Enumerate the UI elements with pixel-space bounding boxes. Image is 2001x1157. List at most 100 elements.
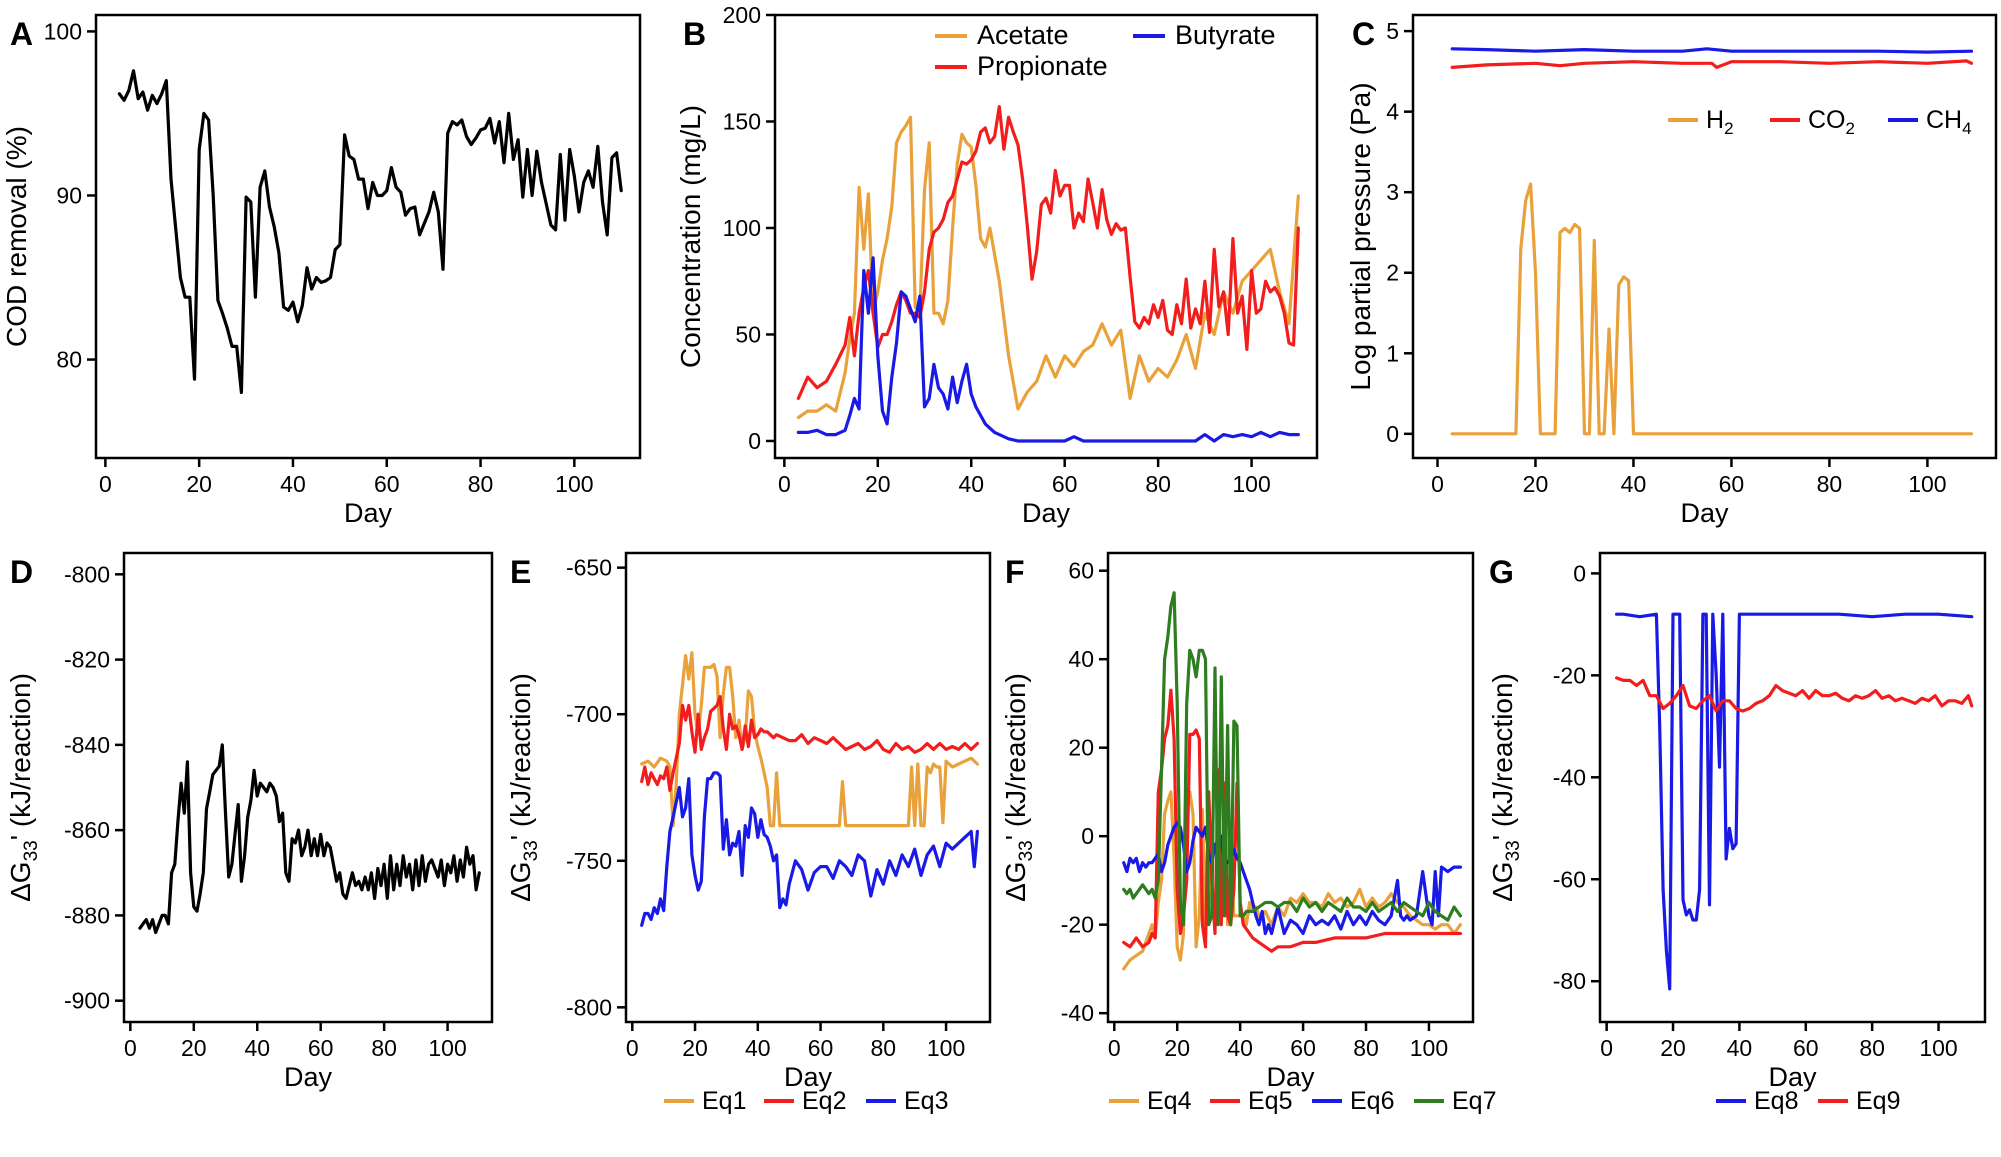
x-tick-label: 60 <box>1793 1035 1819 1061</box>
x-tick-label: 20 <box>682 1035 708 1061</box>
x-tick-label: 0 <box>124 1035 137 1061</box>
legend-label: Butyrate <box>1175 20 1276 50</box>
series-group <box>1450 47 1974 436</box>
x-tick-label: 0 <box>1431 471 1444 497</box>
x-tick-label: 40 <box>244 1035 270 1061</box>
legend-label: CH4 <box>1926 106 1972 138</box>
series-line--g33- <box>138 743 481 935</box>
panel-letter: B <box>683 16 706 52</box>
x-tick-label: 100 <box>1410 1035 1448 1061</box>
panel-letter: F <box>1005 554 1025 590</box>
x-tick-label: 80 <box>871 1035 897 1061</box>
y-tick-label: -20 <box>1553 662 1586 688</box>
series-group <box>796 104 1300 443</box>
series-line-eq2 <box>640 694 980 793</box>
y-tick-label: 3 <box>1386 179 1399 205</box>
y-tick-label: 200 <box>723 2 761 28</box>
x-tick-label: 100 <box>1908 471 1946 497</box>
y-axis-label: ΔG33' (kJ/reaction) <box>1000 673 1037 902</box>
y-tick-label: 50 <box>735 321 761 347</box>
x-tick-label: 80 <box>371 1035 397 1061</box>
legend-label: Eq8 <box>1754 1087 1798 1115</box>
y-tick-label: 90 <box>56 182 82 208</box>
x-tick-label: 100 <box>555 471 593 497</box>
y-tick-label: -880 <box>64 902 110 928</box>
legend-label: Eq9 <box>1856 1087 1900 1115</box>
x-tick-label: 60 <box>374 471 400 497</box>
y-tick-label: 100 <box>723 215 761 241</box>
x-tick-label: 20 <box>1164 1035 1190 1061</box>
series-line-butyrate <box>796 256 1300 443</box>
series-group <box>117 69 623 394</box>
x-tick-label: 40 <box>280 471 306 497</box>
x-tick-label: 20 <box>1523 471 1549 497</box>
x-tick-label: 40 <box>745 1035 771 1061</box>
y-tick-label: 4 <box>1386 99 1399 125</box>
x-axis-label: Day <box>344 498 393 528</box>
y-tick-label: 5 <box>1386 18 1399 44</box>
x-axis-label: Day <box>784 1062 833 1092</box>
x-tick-label: 80 <box>1145 471 1171 497</box>
axes-frame <box>773 13 1319 460</box>
panel-letter: A <box>10 16 33 52</box>
series-line-eq3 <box>640 771 980 927</box>
series-group <box>138 743 481 935</box>
panel-b: B 0 20 40 60 80 100 0 50 100 150 200 Day Concentratio… <box>675 2 1319 528</box>
legend-label: Eq6 <box>1350 1087 1394 1115</box>
x-axis-label: Day <box>1022 498 1071 528</box>
x-tick-label: 60 <box>1719 471 1745 497</box>
panel-g: G 0 20 40 60 80 100 -80 -60 -40 -20 0 Day ΔG33' (kJ/r… <box>1487 551 1987 1092</box>
x-tick-label: 0 <box>626 1035 639 1061</box>
y-tick-label: -650 <box>566 555 612 581</box>
x-tick-label: 40 <box>1727 1035 1753 1061</box>
y-tick-label: 0 <box>1081 823 1094 849</box>
x-tick-label: 80 <box>1817 471 1843 497</box>
y-tick-label: -40 <box>1061 1000 1094 1026</box>
x-tick-label: 20 <box>1660 1035 1686 1061</box>
panel-a: A 0 20 40 60 80 100 80 90 100 Day COD removal (%) <box>1 13 642 528</box>
y-tick-label: 40 <box>1068 646 1094 672</box>
series-line-cod-removal <box>117 69 623 394</box>
series-group <box>1614 612 1974 991</box>
y-tick-label: 100 <box>44 18 82 44</box>
y-tick-label: -820 <box>64 647 110 673</box>
legend-label: Propionate <box>977 51 1108 81</box>
axes-frame <box>1106 551 1475 1024</box>
panel-letter: C <box>1352 16 1375 52</box>
x-tick-label: 20 <box>186 471 212 497</box>
x-tick-label: 0 <box>1600 1035 1613 1061</box>
x-tick-label: 20 <box>181 1035 207 1061</box>
bottom-legend-e: Eq1 Eq2 Eq3 <box>664 1087 948 1115</box>
x-axis-label: Day <box>1680 498 1729 528</box>
legend-label: H2 <box>1706 106 1734 138</box>
y-tick-label: -40 <box>1553 764 1586 790</box>
series-line-eq6 <box>1122 821 1463 936</box>
legend: Acetate Butyrate Propionate <box>935 20 1276 81</box>
axes-frame <box>1411 13 1998 460</box>
y-tick-label: -750 <box>566 848 612 874</box>
y-tick-label: -800 <box>64 561 110 587</box>
panel-letter: D <box>10 554 33 590</box>
y-tick-label: -700 <box>566 701 612 727</box>
y-tick-label: 60 <box>1068 558 1094 584</box>
x-tick-label: 60 <box>308 1035 334 1061</box>
legend-label: Eq1 <box>702 1087 746 1115</box>
y-tick-label: -60 <box>1553 866 1586 892</box>
x-tick-label: 100 <box>927 1035 965 1061</box>
x-tick-label: 100 <box>428 1035 466 1061</box>
series-line-ch4 <box>1450 47 1974 54</box>
y-tick-label: 80 <box>56 347 82 373</box>
series-group <box>1122 591 1463 971</box>
x-tick-label: 100 <box>1919 1035 1957 1061</box>
axes-frame <box>624 551 992 1024</box>
x-tick-label: 80 <box>1859 1035 1885 1061</box>
y-tick-label: 0 <box>1573 560 1586 586</box>
y-tick-label: -840 <box>64 732 110 758</box>
x-tick-label: 60 <box>1290 1035 1316 1061</box>
legend: H2 CO2 CH4 <box>1668 106 1972 138</box>
series-line-eq8 <box>1614 612 1974 991</box>
legend-label: CO2 <box>1808 106 1855 138</box>
panel-d: D 0 20 40 60 80 100 -900 -880 -860 -840 -820 -800 Day… <box>5 551 494 1092</box>
y-axis-label: ΔG33' (kJ/reaction) <box>505 673 542 902</box>
